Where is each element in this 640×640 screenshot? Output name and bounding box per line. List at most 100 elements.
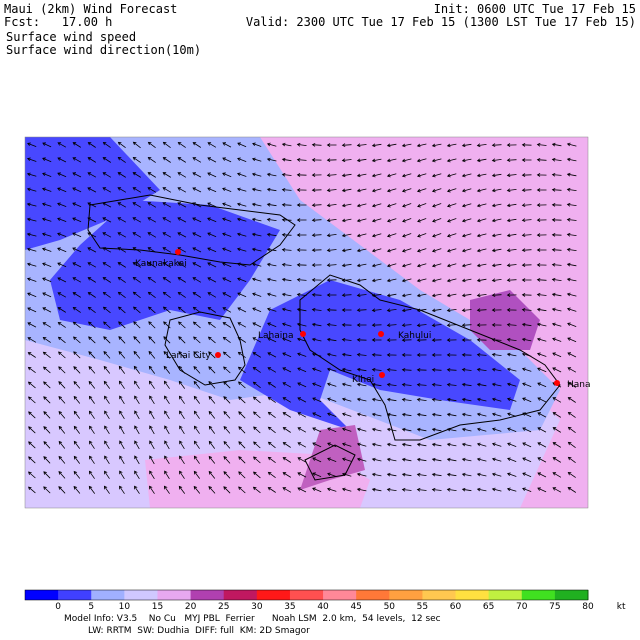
wind-arrow [461,233,472,238]
wind-arrow [117,291,126,299]
wind-arrow [42,142,52,148]
wind-arrow [57,336,66,344]
wind-arrow [193,395,201,404]
wind-arrow [356,457,367,462]
colorbar-label: 50 [384,602,396,612]
wind-arrow [104,470,110,479]
wind-arrow [326,248,337,253]
wind-arrow [446,472,457,477]
wind-arrow [266,172,277,177]
wind-arrow [119,425,125,435]
wind-arrow [356,442,367,447]
wind-arrow [223,396,231,404]
wind-arrow [282,412,292,418]
wind-arrow [311,278,322,282]
wind-arrow [119,455,125,465]
wind-arrow [149,485,155,494]
wind-arrow [207,172,217,178]
wind-arrow [222,351,231,359]
wind-arrow [461,143,472,148]
wind-arrow [252,322,262,328]
wind-arrow [236,217,247,222]
wind-arrow [536,203,547,207]
wind-arrow [253,456,261,464]
wind-arrow [431,442,442,447]
wind-arrow [297,427,307,433]
wind-arrow [416,487,427,492]
wind-arrow [57,307,67,313]
wind-arrow [266,187,277,192]
wind-arrow [326,218,337,223]
wind-arrow [537,367,547,373]
wind-arrow [192,157,202,163]
wind-arrow [416,293,427,298]
wind-arrow [87,187,97,193]
wind-arrow [222,292,232,298]
wind-arrow [117,172,127,178]
wind-arrow [491,263,502,268]
wind-arrow [41,217,52,222]
wind-arrow [371,367,382,372]
model-info: LW: RRTM SW: Dudhia DIFF: full KM: 2D Sm… [88,626,310,636]
wind-arrow [386,158,397,163]
wind-arrow [432,233,442,238]
wind-arrow [163,380,170,389]
wind-arrow [566,247,577,252]
wind-arrow [179,425,185,435]
wind-arrow [371,173,382,178]
wind-arrow [266,232,277,237]
wind-arrow [266,292,277,297]
city-label: Kahului [398,331,431,341]
wind-arrow [222,157,232,163]
wind-arrow [223,486,231,494]
wind-arrow [401,308,412,313]
wind-arrow [506,367,517,372]
city-label: Kihei [352,375,374,385]
wind-arrow [132,172,142,178]
wind-arrow [567,322,577,327]
wind-arrow [72,321,81,329]
city-label: Hana [567,380,591,390]
wind-arrow [43,486,51,494]
wind-arrow [134,425,140,435]
wind-arrow [491,457,502,462]
wind-arrow [41,202,52,207]
colorbar-label: 20 [185,602,197,612]
wind-arrow [57,217,67,222]
wind-arrow [431,472,442,477]
wind-arrow [431,158,442,163]
wind-arrow [536,173,547,177]
wind-arrow [506,382,517,387]
wind-arrow [461,442,472,447]
wind-arrow [179,455,185,465]
wind-arrow [148,336,156,344]
wind-arrow [43,411,51,419]
wind-arrow [282,367,292,373]
wind-arrow [132,262,142,268]
wind-arrow [356,293,367,298]
wind-arrow [222,307,232,313]
wind-arrow [536,292,547,297]
wind-arrow [73,440,81,449]
wind-arrow [58,471,66,479]
wind-arrow [371,203,382,208]
wind-arrow [461,248,472,253]
wind-arrow [371,248,382,253]
wind-arrow [536,337,547,342]
wind-arrow [222,277,232,283]
wind-arrow [476,308,487,313]
wind-arrow [222,247,232,252]
wind-arrow [208,486,216,494]
wind-arrow [311,307,322,312]
wind-arrow [461,412,472,417]
wind-arrow [461,367,472,372]
wind-arrow [177,232,187,238]
wind-arrow [461,427,472,432]
wind-arrow [58,381,66,389]
wind-arrow [73,336,81,344]
wind-arrow [252,396,261,404]
wind-arrow [222,262,232,268]
wind-arrow [536,263,547,267]
wind-arrow [341,323,352,327]
wind-arrow [238,471,246,479]
